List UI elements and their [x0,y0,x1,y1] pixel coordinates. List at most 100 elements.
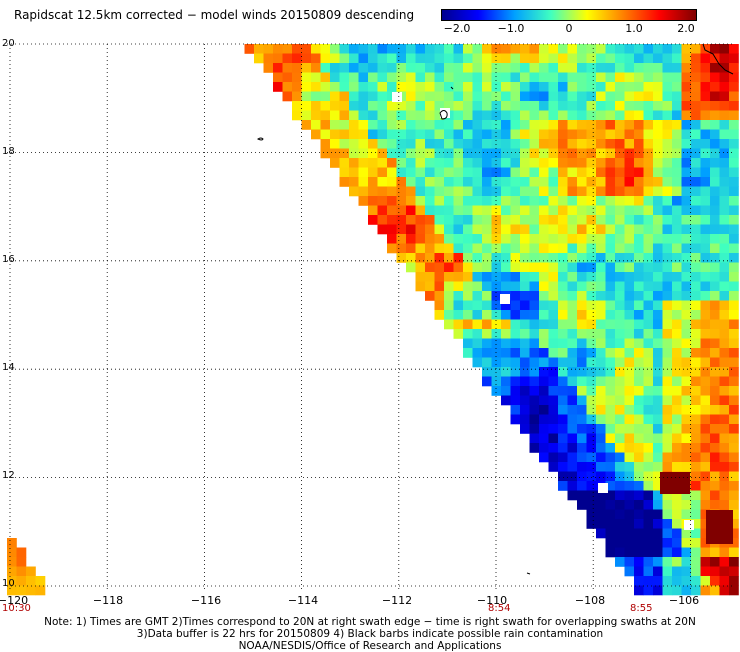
data-cell [586,196,597,206]
data-cell [491,291,502,301]
data-cell [311,120,321,130]
data-cell [339,129,350,140]
data-cell [501,224,511,235]
data-cell [349,148,359,159]
data-cell [624,519,635,529]
data-cell [643,481,654,491]
data-cell [653,329,663,339]
data-cell [482,186,492,197]
data-cell [520,329,530,339]
data-cell [691,471,701,482]
data-cell [539,44,549,54]
data-cell [653,585,663,596]
data-cell [691,44,701,54]
data-cell [482,357,492,368]
data-cell [539,310,549,320]
data-cell [463,205,473,216]
data-cell [634,395,644,406]
data-cell [425,53,435,64]
data-cell [425,63,435,73]
data-cell [643,471,654,482]
data-cell [672,272,682,282]
data-cell [377,101,388,111]
data-cell [605,329,616,339]
data-cell [691,557,701,567]
data-cell [577,338,587,349]
lon-tick-label: −120 [0,594,29,607]
data-cell [643,82,654,92]
data-cell [358,120,369,130]
data-cell [577,63,587,73]
data-cell [463,101,473,111]
data-cell [292,82,302,92]
data-cell [662,205,673,216]
data-cell [700,395,711,406]
data-cell [605,338,616,349]
data-cell [700,224,711,235]
data-cell [634,101,644,111]
data-cell [529,243,540,254]
data-cell [282,53,293,64]
data-cell [634,500,644,510]
data-cell [339,82,350,92]
data-cell [463,110,473,121]
data-cell [634,44,644,54]
data-cell [653,196,663,206]
data-cell [558,405,568,415]
data-cell [615,253,625,263]
data-cell [472,262,483,273]
data-cell [349,129,359,140]
data-cell [463,215,473,225]
data-cell [605,348,616,358]
data-cell [624,262,635,273]
data-cell [501,262,511,273]
data-cell [520,82,530,92]
data-cell [396,224,407,235]
data-cell [491,148,502,159]
data-cell [596,462,606,472]
data-cell [567,224,578,235]
data-cell [596,196,606,206]
data-cell [634,167,644,178]
data-cell [681,262,692,273]
data-cell [520,367,530,377]
data-cell [662,82,673,92]
data-cell [558,452,568,463]
data-cell [653,576,663,586]
data-cell [482,253,492,263]
data-cell [548,462,559,472]
data-cell [577,253,587,263]
data-cell [501,82,511,92]
data-cell [672,253,682,263]
data-cell [729,82,739,92]
data-cell [349,82,359,92]
footnote-line-2: 3)Data buffer is 22 hrs for 20150809 4) … [136,628,604,640]
data-cell [577,44,587,54]
data-cell [605,243,616,254]
data-cell [491,310,502,320]
data-cell [634,196,644,206]
data-cell [529,82,540,92]
data-cell [539,148,549,159]
data-cell [482,243,492,254]
data-cell [577,110,587,121]
data-cell [548,376,559,387]
data-cell [700,120,711,130]
data-cell [377,91,388,102]
data-cell [567,196,578,206]
data-cell [719,329,730,339]
data-cell [700,528,711,539]
data-cell [425,120,435,130]
data-cell [653,139,663,149]
data-cell [406,110,416,121]
data-cell [539,120,549,130]
data-cell [681,566,692,577]
data-cell [729,481,739,491]
data-cell [653,101,663,111]
data-cell [453,272,464,282]
swath-time: 10:30 [2,603,31,614]
data-cell [653,63,663,73]
data-cell [491,139,502,149]
data-cell [349,120,359,130]
data-cell [463,272,473,282]
